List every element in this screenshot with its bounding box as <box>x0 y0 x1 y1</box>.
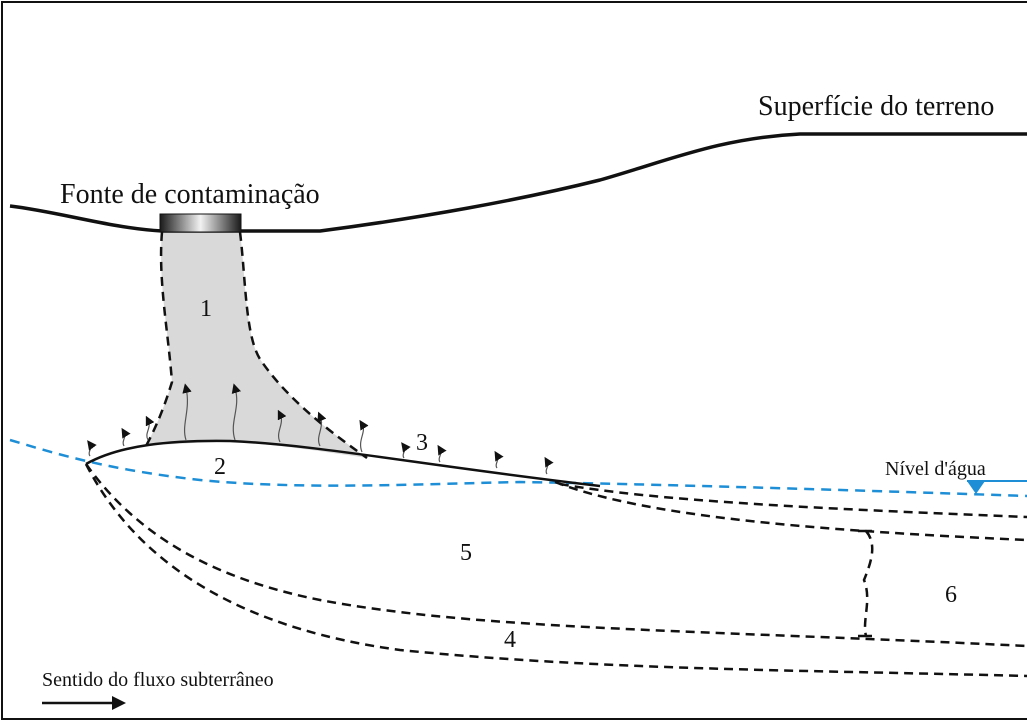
zone-6-label: 6 <box>945 582 957 608</box>
flow-direction-arrowhead <box>112 696 126 710</box>
plume-boundary-outer-bottom <box>84 463 1027 678</box>
contamination-source <box>159 213 242 233</box>
vadose-plume <box>146 232 367 458</box>
water-table-line <box>9 438 1027 498</box>
zone-5-label: 5 <box>460 540 472 566</box>
zone-4-label: 4 <box>504 627 516 653</box>
water-level-label: Nível d'água <box>885 458 986 480</box>
zone-2-label: 2 <box>214 454 226 480</box>
zone-1-label: 1 <box>200 296 212 322</box>
ground-surface-line <box>9 132 1027 233</box>
zone6-separator <box>862 530 874 637</box>
lens-upper-boundary <box>85 439 601 488</box>
source-label: Fonte de contaminação <box>60 179 320 210</box>
plume-boundary-right <box>238 231 368 460</box>
plume-boundary-inner-bottom <box>84 463 1027 648</box>
vapor-arrows <box>87 383 554 475</box>
plume-boundary-inner-top <box>559 482 1027 519</box>
zone-3-label: 3 <box>416 430 428 456</box>
plume-boundary-left <box>144 231 174 447</box>
surface-label: Superfície do terreno <box>758 91 995 122</box>
plume-boundary-outer-top <box>554 480 1027 542</box>
water-level-marker <box>967 481 985 494</box>
flow-direction-label: Sentido do fluxo subterrâneo <box>42 669 274 691</box>
